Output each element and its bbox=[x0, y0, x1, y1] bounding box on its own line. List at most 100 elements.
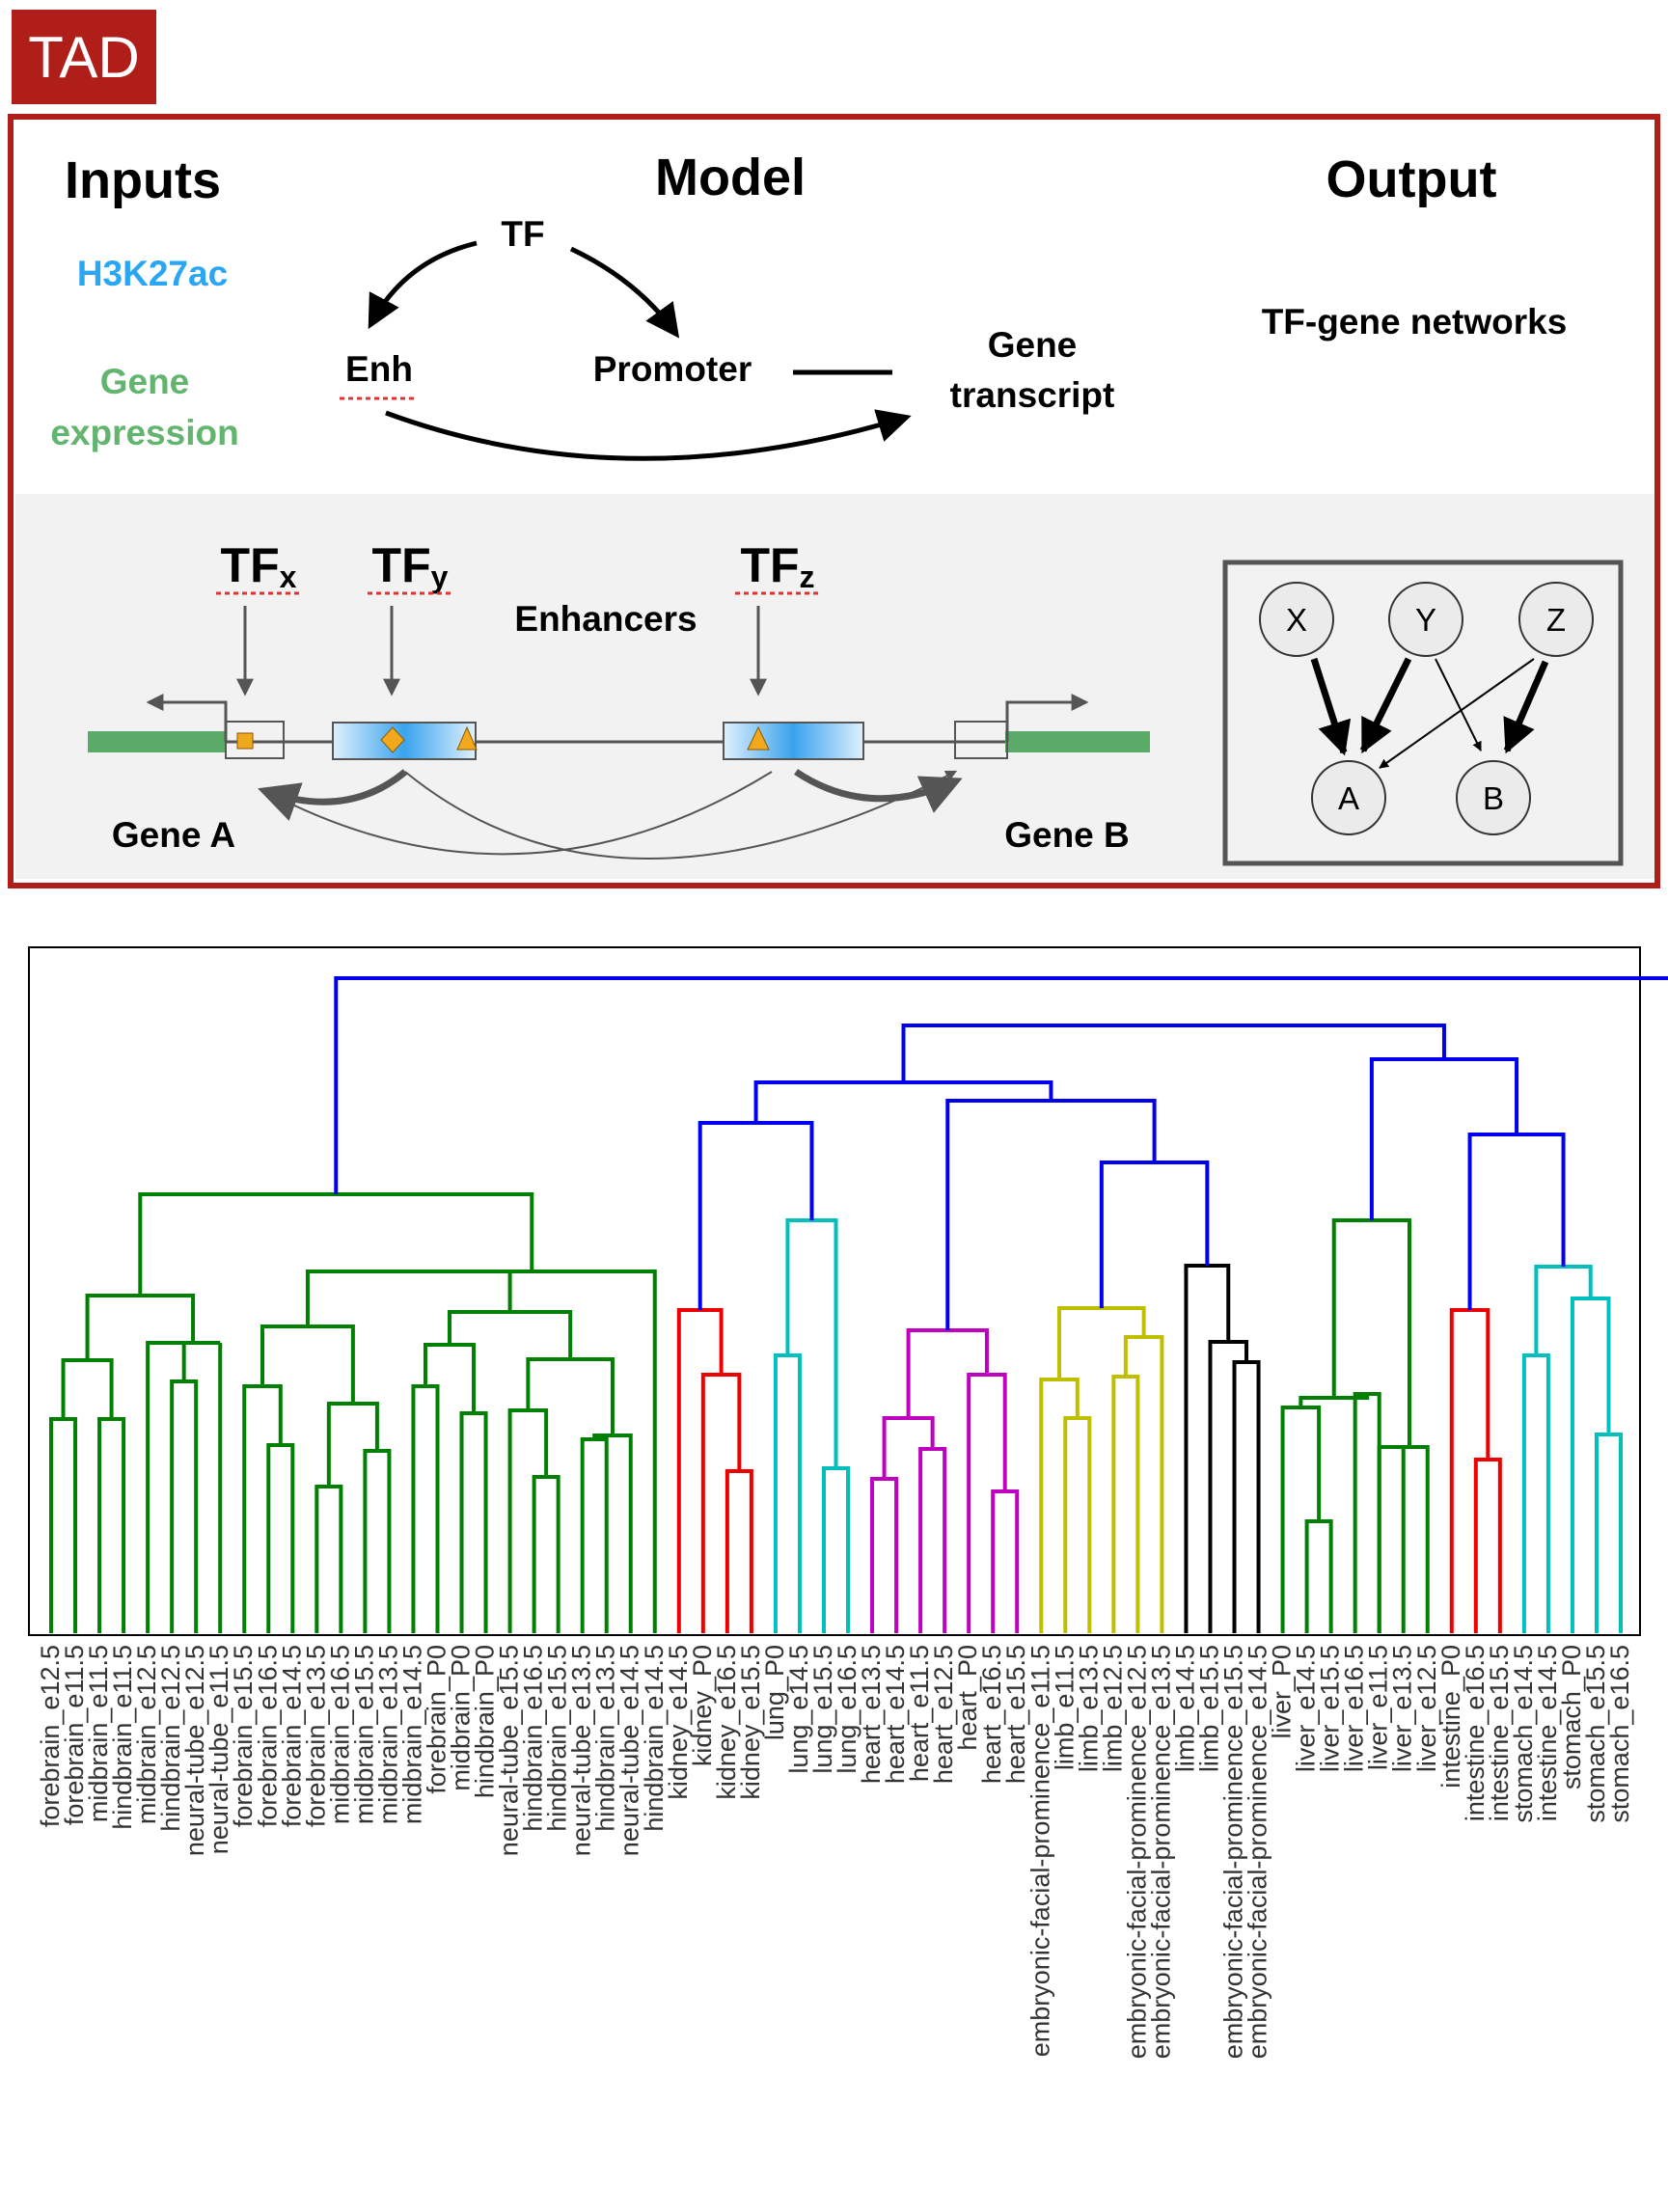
h3k27ac-label: H3K27ac bbox=[77, 254, 228, 293]
leaf-label: lung_e14.5 bbox=[784, 1645, 813, 1774]
dendrogram-links bbox=[49, 976, 1668, 1633]
gene-b-bar bbox=[1005, 731, 1150, 752]
dendrogram-link-47 bbox=[1099, 1161, 1210, 1308]
gene-a-bar bbox=[88, 731, 226, 752]
dendrogram-link-3 bbox=[170, 1379, 199, 1633]
leaf-label: hindbrain_e16.5 bbox=[519, 1645, 548, 1832]
leaf-label: forebrain_e12.5 bbox=[36, 1645, 65, 1827]
edge-y-a bbox=[1359, 657, 1412, 754]
leaf-label: embryonic-facial-prominence_e14.5 bbox=[1244, 1645, 1272, 2059]
dendrogram-link-29 bbox=[773, 1353, 802, 1633]
loop-enh1-gene-b bbox=[404, 770, 958, 860]
method-panel: Inputs Model Output H3K27ac Gene express… bbox=[8, 114, 1660, 888]
dendrogram: forebrain_e12.5forebrain_e11.5midbrain_e… bbox=[28, 946, 1668, 2059]
leaf-label: forebrain_e14.5 bbox=[277, 1645, 306, 1827]
leaf-label: heart_e13.5 bbox=[857, 1645, 886, 1784]
leaf-label: kidney_e15.5 bbox=[736, 1645, 765, 1800]
loop-enh2-gene-a bbox=[262, 771, 773, 856]
leaf-label: heart_e14.5 bbox=[881, 1645, 910, 1784]
dendrogram-link-43 bbox=[1057, 1306, 1146, 1379]
dendrogram-link-7 bbox=[85, 1294, 196, 1360]
dendrogram-link-34 bbox=[918, 1447, 947, 1633]
dendrogram-link-44 bbox=[1232, 1360, 1261, 1633]
leaf-label: forebrain_e13.5 bbox=[301, 1645, 330, 1827]
dendrogram-link-28 bbox=[676, 1308, 724, 1633]
dendrogram-link-11 bbox=[363, 1449, 392, 1633]
leaf-label: liver_P0 bbox=[1268, 1645, 1297, 1739]
leaf-label: forebrain_e15.5 bbox=[229, 1645, 258, 1827]
model-enh-label: Enh bbox=[345, 349, 413, 389]
leaf-label: midbrain_e16.5 bbox=[325, 1645, 354, 1824]
dendrogram-link-31 bbox=[785, 1218, 838, 1468]
dendrogram-link-15 bbox=[459, 1411, 488, 1633]
tfx-motif-square bbox=[236, 732, 254, 750]
leaf-label: liver_e12.5 bbox=[1412, 1645, 1441, 1772]
leaf-label: forebrain_e16.5 bbox=[253, 1645, 282, 1827]
dendrogram-link-62 bbox=[1534, 1265, 1593, 1355]
dendrogram-link-30 bbox=[821, 1466, 851, 1633]
leaf-label: stomach_P0 bbox=[1557, 1645, 1586, 1789]
leaf-label: hindbrain_P0 bbox=[471, 1645, 500, 1798]
dendrogram-link-37 bbox=[967, 1373, 1007, 1633]
leaf-label: stomach_e16.5 bbox=[1605, 1645, 1634, 1823]
loop-enh2-gene-b bbox=[794, 769, 963, 813]
node-y-label: Y bbox=[1415, 602, 1436, 638]
leaf-label: hindbrain_e11.5 bbox=[108, 1645, 137, 1830]
dendrogram-link-65 bbox=[901, 1024, 1446, 1082]
dendrogram-link-23 bbox=[305, 1270, 512, 1326]
leaf-label: intestine_e14.5 bbox=[1533, 1645, 1562, 1821]
tf-gene-networks-label: TF-gene networks bbox=[1262, 302, 1568, 341]
leaf-label: kidney_e16.5 bbox=[712, 1645, 741, 1800]
dendrogram-link-12 bbox=[326, 1402, 379, 1487]
dendrogram-link-9 bbox=[242, 1384, 283, 1633]
node-b bbox=[1456, 760, 1531, 835]
dendrogram-link-52 bbox=[1353, 1392, 1381, 1633]
dendrogram-link-36 bbox=[991, 1489, 1020, 1633]
dendrogram-link-54 bbox=[1377, 1445, 1406, 1633]
leaf-label: intestine_e16.5 bbox=[1461, 1645, 1490, 1821]
dendrogram-link-33 bbox=[870, 1477, 899, 1633]
node-y bbox=[1388, 582, 1463, 657]
gene-transcript-label-1: Gene bbox=[988, 325, 1078, 365]
leaf-label: liver_e15.5 bbox=[1316, 1645, 1345, 1772]
dendrogram-link-18 bbox=[507, 1408, 549, 1633]
node-a-label: A bbox=[1338, 780, 1359, 816]
leaf-label: lung_e16.5 bbox=[833, 1645, 861, 1774]
leaf-label: heart_e12.5 bbox=[929, 1645, 958, 1784]
dendrogram-link-14 bbox=[411, 1384, 440, 1633]
tfy-label: TFy bbox=[372, 538, 449, 594]
leaf-label: heart_e11.5 bbox=[905, 1645, 934, 1782]
leaf-label: embryonic-facial-prominence_e13.5 bbox=[1146, 1645, 1175, 2059]
dendrogram-link-63 bbox=[1467, 1133, 1566, 1310]
node-z bbox=[1518, 582, 1594, 657]
tf-to-enh-arrow bbox=[368, 240, 478, 330]
leaf-label: stomach_e14.5 bbox=[1509, 1645, 1538, 1823]
dendrogram-link-67 bbox=[334, 976, 1668, 1194]
leaf-label: limb_e13.5 bbox=[1074, 1645, 1103, 1772]
leaf-label: neural-tube_e11.5 bbox=[205, 1645, 233, 1854]
dendrogram-link-46 bbox=[1184, 1264, 1231, 1633]
leaf-label: hindbrain_e14.5 bbox=[640, 1645, 669, 1832]
leaf-label: heart_e16.5 bbox=[977, 1645, 1006, 1784]
leaf-label: intestine_P0 bbox=[1436, 1645, 1465, 1789]
leaf-label: hindbrain_e13.5 bbox=[591, 1645, 620, 1832]
dendrogram-link-24 bbox=[408, 1270, 657, 1633]
dendrogram-link-59 bbox=[1521, 1353, 1550, 1633]
leaf-label: forebrain_P0 bbox=[422, 1645, 451, 1794]
dendrogram-frame bbox=[28, 946, 1641, 1636]
leaf-label: liver_e11.5 bbox=[1364, 1645, 1393, 1770]
dendrogram-link-25 bbox=[138, 1192, 534, 1296]
tf-gene-network: X Y Z A B bbox=[1222, 560, 1624, 866]
leaf-label: heart_e15.5 bbox=[1001, 1645, 1030, 1784]
gene-a-label: Gene A bbox=[112, 815, 235, 855]
dendrogram-link-19 bbox=[580, 1437, 609, 1633]
dendrogram-link-13 bbox=[260, 1324, 355, 1404]
dendrogram-link-39 bbox=[1063, 1416, 1092, 1633]
dendrogram-link-22 bbox=[448, 1310, 573, 1359]
leaf-label: limb_e12.5 bbox=[1098, 1645, 1127, 1772]
dendrogram-link-0 bbox=[49, 1417, 78, 1633]
dendrogram-link-50 bbox=[1304, 1519, 1333, 1633]
leaf-label: midbrain_e15.5 bbox=[349, 1645, 378, 1824]
dendrogram-link-45 bbox=[1208, 1340, 1249, 1633]
